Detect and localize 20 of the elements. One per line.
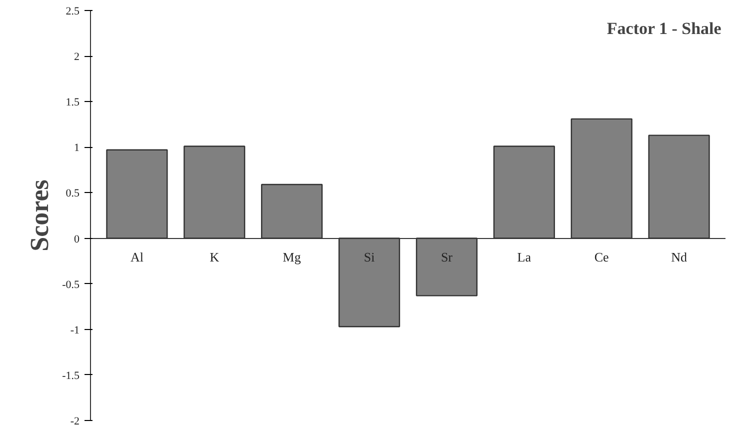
y-axis-title: Scores: [25, 180, 54, 252]
x-tick-label: K: [210, 249, 220, 264]
x-tick-label: Nd: [671, 249, 688, 264]
y-tick-label: 2: [74, 51, 80, 64]
x-tick-label: Ce: [594, 249, 610, 264]
y-tick-label: -2: [70, 416, 80, 428]
y-tick-label: 1.5: [66, 96, 80, 109]
x-tick-label: La: [517, 249, 532, 264]
y-tick-label: -0.5: [62, 278, 80, 291]
y-tick-label: 0.5: [66, 188, 80, 200]
y-tick-label: 2.5: [66, 6, 80, 18]
x-tick-label: Si: [364, 249, 376, 264]
x-tick-label: Sr: [440, 249, 454, 264]
x-tick-label: Al: [130, 249, 144, 264]
y-tick-label: 0: [74, 233, 80, 246]
y-tick-label: 1: [74, 142, 80, 154]
text: Factor 1 - Shale: [606, 19, 722, 38]
y-tick-label: -1: [70, 324, 80, 336]
x-tick-label: Mg: [282, 249, 302, 264]
y-tick-label: -1.5: [62, 370, 80, 382]
